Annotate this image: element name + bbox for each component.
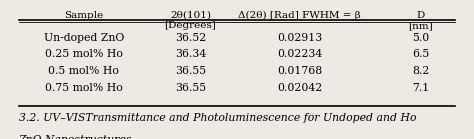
- Text: 8.2: 8.2: [412, 66, 429, 76]
- Text: D
[nm]: D [nm]: [408, 11, 433, 30]
- Text: 0.25 mol% Ho: 0.25 mol% Ho: [45, 49, 123, 59]
- Text: 5.0: 5.0: [412, 33, 429, 43]
- Text: 7.1: 7.1: [412, 83, 429, 93]
- Text: 0.01768: 0.01768: [277, 66, 322, 76]
- Text: 0.02234: 0.02234: [277, 49, 322, 59]
- Text: 0.75 mol% Ho: 0.75 mol% Ho: [45, 83, 123, 93]
- Text: 0.02913: 0.02913: [277, 33, 322, 43]
- Text: 6.5: 6.5: [412, 49, 429, 59]
- Text: 36.52: 36.52: [175, 33, 206, 43]
- Text: Δ(2θ) [Rad] FWHM = β: Δ(2θ) [Rad] FWHM = β: [238, 11, 361, 20]
- Text: Un-doped ZnO: Un-doped ZnO: [44, 33, 124, 43]
- Text: 36.55: 36.55: [175, 83, 206, 93]
- Text: Sample: Sample: [64, 11, 103, 20]
- Text: 36.55: 36.55: [175, 66, 206, 76]
- Text: 0.5 mol% Ho: 0.5 mol% Ho: [48, 66, 119, 76]
- Text: ZnO Nanostructures: ZnO Nanostructures: [18, 135, 132, 139]
- Text: 3.2. UV–VISTransmittance and Photoluminescence for Undoped and Ho: 3.2. UV–VISTransmittance and Photolumine…: [18, 113, 416, 123]
- Text: 36.34: 36.34: [175, 49, 206, 59]
- Text: 2θ(101)
[Degrees]: 2θ(101) [Degrees]: [164, 11, 217, 30]
- Text: 0.02042: 0.02042: [277, 83, 322, 93]
